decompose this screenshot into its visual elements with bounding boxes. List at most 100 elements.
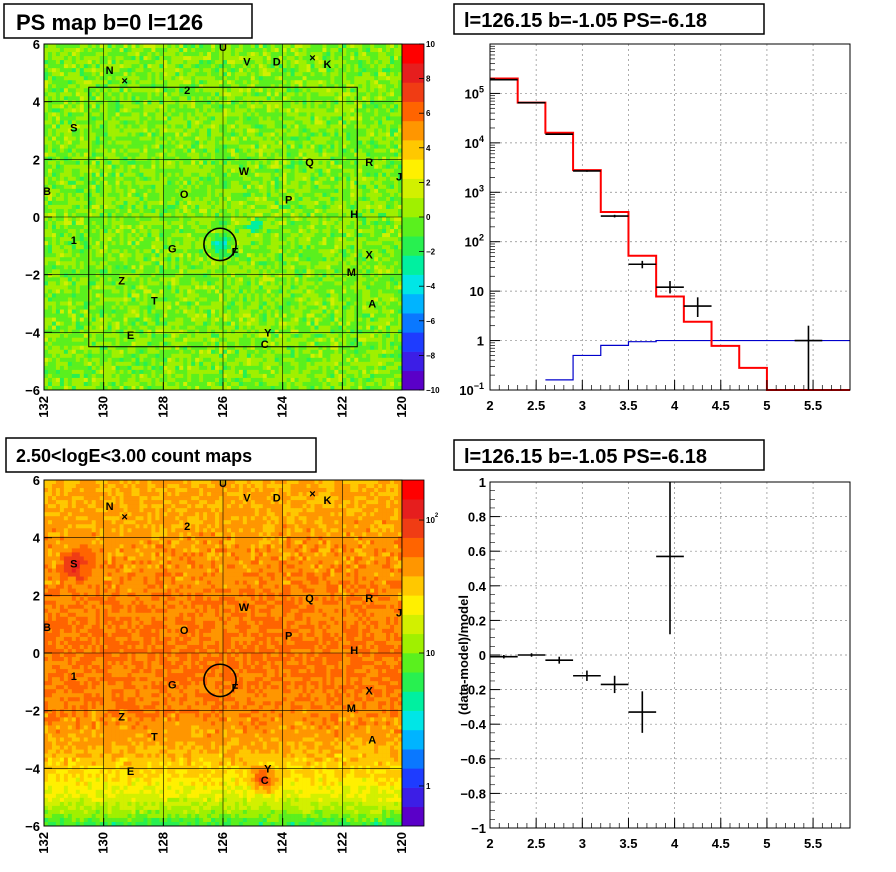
- map-cell: [183, 116, 188, 121]
- map-cell: [203, 88, 208, 93]
- map-cell: [55, 309, 61, 314]
- map-cell: [254, 76, 260, 81]
- map-cell: [95, 245, 100, 250]
- map-cell: [262, 168, 268, 174]
- map-cell: [175, 44, 180, 49]
- map-cell: [63, 241, 69, 246]
- map-cell: [179, 381, 184, 387]
- map-cell: [91, 128, 97, 133]
- map-cell: [107, 369, 112, 375]
- map-cell: [95, 293, 100, 298]
- map-cell: [151, 152, 156, 157]
- map-cell: [262, 80, 268, 85]
- map-cell: [159, 72, 164, 77]
- map-cell: [115, 293, 120, 298]
- map-cell: [99, 168, 104, 174]
- map-cell: [183, 237, 188, 242]
- map-cell: [215, 200, 220, 206]
- map-cell: [183, 76, 188, 81]
- map-cell: [139, 249, 144, 254]
- map-cell: [55, 321, 61, 326]
- map-cell: [151, 261, 156, 266]
- map-cell: [111, 225, 116, 230]
- map-cell: [83, 140, 89, 145]
- map-cell: [44, 281, 49, 286]
- map-cell: [238, 377, 244, 383]
- map-cell: [238, 172, 244, 178]
- map-cell: [226, 172, 232, 178]
- map-cell: [171, 369, 176, 375]
- map-cell: [51, 184, 57, 190]
- map-cell: [91, 60, 97, 65]
- map-cell: [250, 76, 256, 81]
- map-cell: [254, 233, 260, 238]
- map-cell: [171, 88, 176, 93]
- map-cell: [111, 100, 116, 105]
- map-cell: [147, 229, 152, 234]
- map-cell: [230, 237, 236, 242]
- map-cell: [266, 309, 272, 314]
- map-cell: [75, 160, 81, 165]
- map-cell: [44, 353, 49, 359]
- map-cell: [226, 212, 232, 218]
- map-cell: [270, 44, 276, 49]
- map-cell: [211, 72, 216, 77]
- map-cell: [226, 297, 232, 302]
- map-cell: [191, 116, 196, 121]
- map-cell: [258, 245, 264, 250]
- map-cell: [103, 309, 108, 314]
- map-cell: [119, 249, 124, 254]
- map-cell: [266, 52, 272, 57]
- map-cell: [171, 164, 176, 170]
- map-cell: [151, 124, 156, 129]
- map-cell: [147, 241, 152, 246]
- map-cell: [135, 273, 140, 278]
- map-cell: [219, 200, 224, 206]
- map-cell: [215, 104, 220, 109]
- map-cell: [266, 321, 272, 326]
- map-cell: [167, 253, 172, 258]
- map-cell: [219, 333, 224, 338]
- map-cell: [254, 229, 260, 234]
- map-cell: [55, 180, 61, 186]
- map-cell: [67, 273, 73, 278]
- map-cell: [107, 132, 112, 137]
- map-cell: [238, 265, 244, 270]
- map-cell: [67, 369, 73, 375]
- map-cell: [139, 241, 144, 246]
- map-cell: [262, 349, 268, 355]
- map-cell: [203, 321, 208, 326]
- map-cell: [254, 184, 260, 190]
- map-cell: [44, 124, 49, 129]
- map-cell: [258, 381, 264, 387]
- map-cell: [67, 293, 73, 298]
- map-cell: [163, 192, 168, 198]
- map-cell: [163, 164, 168, 170]
- map-cell: [75, 140, 81, 145]
- map-cell: [87, 112, 93, 117]
- map-cell: [258, 293, 264, 298]
- map-cell: [151, 297, 156, 302]
- map-cell: [99, 148, 104, 153]
- map-cell: [230, 68, 236, 73]
- map-cell: [55, 164, 61, 170]
- map-cell: [230, 192, 236, 198]
- map-cell: [95, 297, 100, 302]
- map-cell: [103, 381, 108, 387]
- map-cell: [219, 116, 224, 121]
- map-cell: [171, 353, 176, 359]
- map-cell: [258, 204, 264, 210]
- map-cell: [111, 269, 116, 274]
- map-cell: [127, 333, 132, 338]
- map-cell: [59, 333, 65, 338]
- map-cell: [167, 353, 172, 359]
- map-cell: [115, 261, 120, 266]
- map-cell: [111, 200, 116, 206]
- map-cell: [71, 249, 77, 254]
- map-cell: [131, 96, 136, 101]
- map-cell: [95, 168, 100, 174]
- map-cell: [63, 245, 69, 250]
- map-cell: [175, 48, 180, 53]
- map-cell: [223, 156, 228, 161]
- map-cell: [266, 245, 272, 250]
